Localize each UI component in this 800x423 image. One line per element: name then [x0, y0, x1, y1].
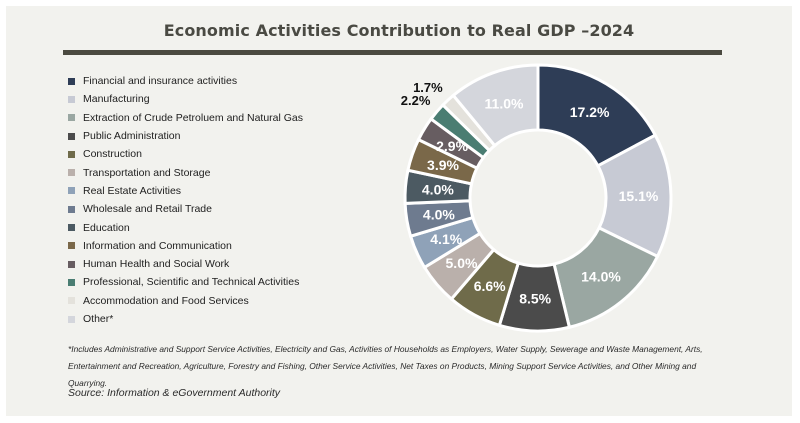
chart-title: Economic Activities Contribution to Real… [163, 21, 635, 40]
title-divider [63, 50, 722, 55]
legend-swatch [68, 150, 75, 158]
legend-swatch [68, 315, 75, 323]
legend-label: Extraction of Crude Petroluem and Natura… [83, 111, 304, 124]
legend-swatch [68, 260, 75, 268]
legend-label: Real Estate Activities [83, 184, 182, 197]
legend-swatch [68, 187, 75, 195]
donut-slice [451, 63, 540, 148]
slice-label: 4.0% [422, 182, 454, 198]
legend-swatch [68, 278, 75, 286]
legend-swatch [68, 132, 75, 140]
legend-label: Wholesale and Retail Trade [83, 203, 212, 216]
legend-label: Construction [83, 148, 142, 161]
legend-item: Extraction of Crude Petroluem and Natura… [68, 109, 303, 127]
slice-label: 2.2% [401, 93, 431, 108]
legend-item: Information and Communication [68, 237, 303, 255]
legend-item: Wholesale and Retail Trade [68, 200, 303, 218]
slice-label: 11.0% [485, 95, 524, 111]
legend-item: Manufacturing [68, 90, 303, 108]
legend-item: Financial and insurance activities [68, 72, 303, 90]
legend-item: Human Health and Social Work [68, 255, 303, 273]
slice-label: 6.6% [474, 278, 506, 294]
slice-label: 4.1% [430, 231, 462, 247]
legend-swatch [68, 95, 75, 103]
legend-swatch [68, 169, 75, 177]
legend-label: Other* [83, 313, 114, 325]
slice-label: 8.5% [519, 290, 551, 306]
slice-label: 17.2% [570, 104, 610, 120]
slice-label: 15.1% [619, 188, 659, 204]
slice-label: 5.0% [446, 255, 478, 271]
legend-label: Financial and insurance activities [83, 75, 238, 88]
slice-label: 14.0% [581, 268, 621, 284]
legend-swatch [68, 224, 75, 232]
legend-item: Education [68, 218, 303, 236]
legend-swatch [68, 297, 75, 305]
legend-label: Transportation and Storage [83, 166, 211, 179]
legend-label: Professional, Scientific and Technical A… [83, 276, 300, 289]
legend-swatch [68, 77, 75, 85]
slice-label: 3.9% [427, 157, 459, 173]
legend-item: Public Administration [68, 127, 303, 145]
slice-label: 4.0% [423, 207, 455, 223]
legend-item: Other* [68, 310, 303, 328]
legend-item: Real Estate Activities [68, 182, 303, 200]
legend-item: Construction [68, 145, 303, 163]
legend-item: Transportation and Storage [68, 163, 303, 181]
legend-swatch [68, 205, 75, 213]
legend-label: Human Health and Social Work [83, 258, 230, 271]
footnote: *Includes Administrative and Support Ser… [68, 344, 703, 388]
legend-item: Professional, Scientific and Technical A… [68, 273, 303, 291]
legend-label: Manufacturing [83, 93, 150, 106]
legend-label: Accommodation and Food Services [83, 294, 249, 307]
slice-label: 1.7% [413, 80, 443, 95]
legend-label: Public Administration [83, 130, 181, 143]
source-note: Source: Information & eGovernment Author… [68, 387, 281, 399]
legend-item: Accommodation and Food Services [68, 292, 303, 310]
legend-label: Information and Communication [83, 239, 232, 252]
legend-swatch [68, 114, 75, 122]
chart-legend: Financial and insurance activities Manufa… [68, 72, 303, 328]
legend-swatch [68, 242, 75, 250]
legend-label: Education [83, 221, 130, 234]
